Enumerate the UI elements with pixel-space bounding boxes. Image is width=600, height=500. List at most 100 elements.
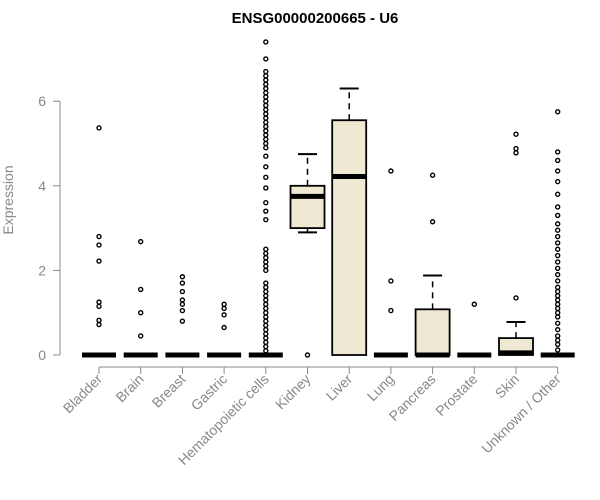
outlier-point (555, 252, 561, 259)
outlier-point (555, 149, 561, 155)
box-series (82, 39, 575, 358)
box-body (289, 184, 326, 230)
outlier-point (263, 246, 269, 252)
outlier-point (555, 284, 561, 291)
box-gastric (207, 301, 242, 358)
outlier-point (263, 288, 269, 295)
outlier-point (555, 168, 561, 174)
outlier-point (263, 132, 269, 138)
outlier-point (179, 307, 186, 314)
x-tick-label: Breast (149, 371, 189, 411)
outlier-point (263, 81, 269, 87)
outlier-point (555, 320, 561, 326)
outlier-point (263, 185, 269, 191)
outlier-point (263, 267, 269, 274)
outlier-point (263, 153, 269, 159)
outlier-point (221, 312, 227, 318)
outlier-point (555, 337, 561, 343)
outlier-point (263, 263, 269, 269)
outlier-point (263, 111, 269, 117)
box-unknown-other (540, 109, 575, 358)
x-tick-label: Unknown / Other (478, 371, 564, 457)
outlier-point (263, 200, 269, 206)
x-tick-label: Bladder (60, 371, 106, 417)
outlier-point (555, 305, 561, 312)
outlier-point (263, 314, 269, 320)
outlier-point (513, 131, 519, 137)
outlier-point (388, 307, 394, 314)
box-hematopoietic-cells (248, 39, 283, 358)
outlier-point (179, 274, 186, 280)
outlier-point (471, 301, 477, 307)
outlier-point (555, 212, 561, 219)
outlier-point (263, 106, 269, 113)
outlier-point (555, 333, 561, 339)
outlier-point (263, 140, 269, 147)
outlier-point (179, 288, 186, 295)
outlier-point (304, 352, 311, 358)
x-tick-label: Lung (364, 371, 397, 404)
outlier-point (263, 322, 269, 329)
outlier-point (555, 297, 561, 303)
outlier-point (555, 301, 561, 307)
outlier-point (263, 297, 269, 303)
outlier-point (221, 301, 227, 307)
outlier-point (555, 347, 561, 353)
x-tick-label: Liver (323, 371, 356, 404)
outlier-point (263, 102, 269, 109)
outlier-point (263, 259, 269, 265)
box-body (414, 308, 451, 356)
outlier-point (263, 280, 269, 286)
box-lung (373, 168, 408, 358)
outlier-point (96, 125, 102, 131)
outlier-point (263, 174, 269, 181)
outlier-point (221, 305, 227, 312)
outlier-point (263, 348, 269, 354)
outlier-point (263, 339, 269, 346)
outlier-point (96, 321, 102, 328)
outlier-point (263, 255, 269, 261)
outlier-point (555, 178, 561, 185)
outlier-point (179, 297, 186, 303)
y-tick-label: 6 (38, 93, 46, 109)
y-tick-label: 2 (38, 262, 46, 278)
y-tick-label: 0 (38, 347, 46, 363)
outlier-point (263, 293, 269, 299)
chart-title: ENSG00000200665 - U6 (232, 10, 399, 27)
x-tick-label: Prostate (432, 371, 480, 419)
outlier-point (263, 90, 269, 96)
outlier-point (263, 39, 269, 45)
outlier-point (263, 123, 269, 130)
outlier-point (555, 240, 561, 246)
x-tick-label: Brain (112, 371, 146, 405)
outlier-point (555, 288, 561, 295)
y-axis: 0 2 4 6 (38, 93, 61, 363)
outlier-point (179, 301, 186, 307)
outlier-point (555, 326, 561, 333)
outlier-point (555, 265, 561, 271)
outlier-point (137, 238, 144, 245)
outlier-point (263, 305, 269, 312)
outlier-point (179, 318, 186, 324)
x-tick-label: Kidney (272, 371, 314, 413)
box-prostate (457, 301, 492, 358)
outlier-point (96, 303, 102, 310)
box-body (331, 119, 368, 356)
box-breast (165, 274, 200, 358)
outlier-point (555, 259, 561, 265)
outlier-point (263, 208, 269, 214)
outlier-point (555, 109, 561, 115)
outlier-point (137, 286, 144, 293)
outlier-point (137, 333, 144, 339)
outlier-point (263, 301, 269, 307)
outlier-point (263, 284, 269, 291)
outlier-point (263, 73, 269, 79)
outlier-point (96, 258, 102, 264)
x-tick-label: Skin (492, 371, 523, 402)
outlier-point (513, 295, 519, 301)
outlier-point (263, 115, 269, 121)
y-tick-label: 4 (38, 178, 46, 194)
outlier-point (555, 227, 561, 233)
outlier-point (96, 317, 102, 324)
